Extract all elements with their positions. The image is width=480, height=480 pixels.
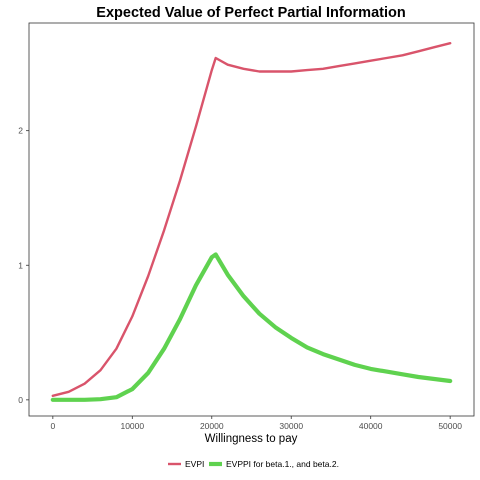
y-axis: 0 1 2 xyxy=(18,126,29,405)
y-tick-label: 0 xyxy=(18,395,23,405)
legend: EVPI EVPPI for beta.1., and beta.2. xyxy=(168,459,339,469)
chart-title: Expected Value of Perfect Partial Inform… xyxy=(96,5,405,21)
series-layer xyxy=(50,42,453,402)
x-tick-label: 0 xyxy=(50,421,55,431)
x-tick-label: 30000 xyxy=(279,421,303,431)
x-tick-label: 20000 xyxy=(200,421,224,431)
x-tick-label: 10000 xyxy=(120,421,144,431)
series-line-2 xyxy=(50,252,453,402)
x-axis-label: Willingness to pay xyxy=(205,433,298,445)
legend-label-1: EVPI xyxy=(185,459,204,469)
legend-label-2: EVPPI for beta.1., and beta.2. xyxy=(226,459,339,469)
y-tick-label: 2 xyxy=(18,126,23,136)
x-tick-label: 40000 xyxy=(359,421,383,431)
x-axis: 0 10000 20000 30000 40000 50000 xyxy=(50,416,462,431)
y-tick-label: 1 xyxy=(18,260,23,270)
x-tick-label: 50000 xyxy=(438,421,462,431)
plot-panel xyxy=(28,22,475,417)
series-line-1 xyxy=(51,42,452,397)
